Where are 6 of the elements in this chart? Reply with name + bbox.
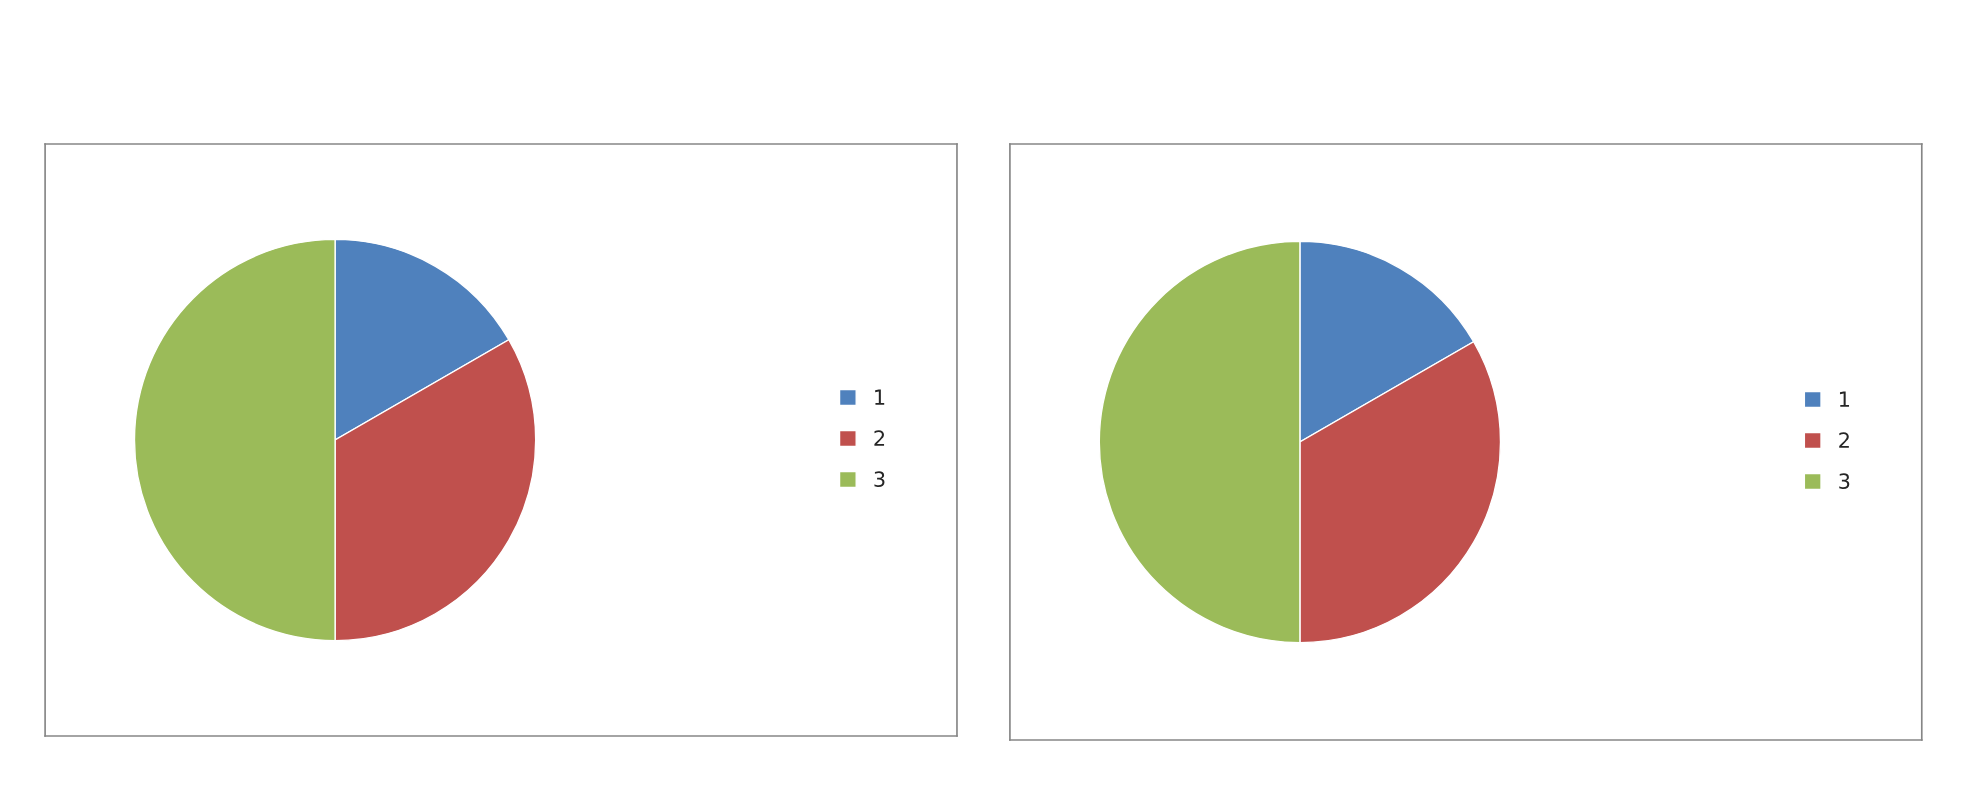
- legend-label: 3: [1839, 473, 1850, 490]
- legend-label: 1: [875, 389, 885, 405]
- legend-label: 3: [874, 471, 885, 488]
- legend-label: 1: [1839, 391, 1850, 407]
- legend-label: 2: [1839, 432, 1849, 448]
- legend-label: 2: [874, 430, 885, 446]
